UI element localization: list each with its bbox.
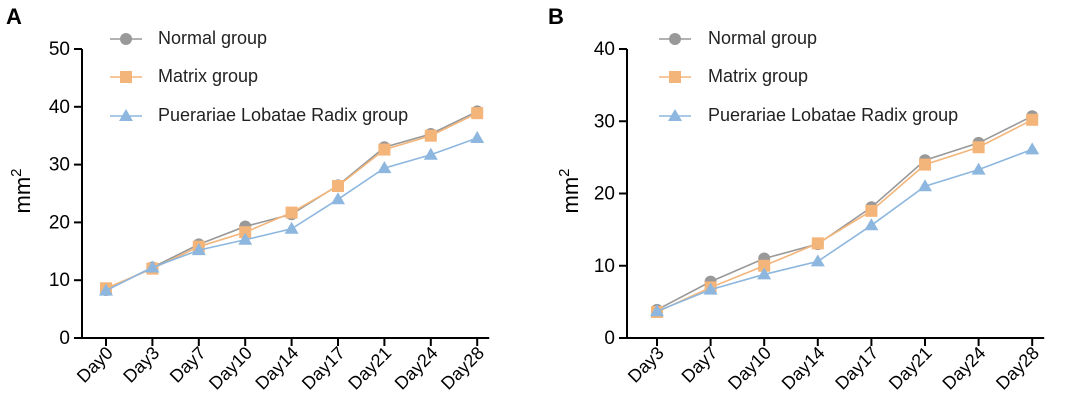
data-point [758,259,771,272]
data-point [703,282,718,295]
legend-marker [120,71,132,83]
data-point [239,226,252,239]
y-tick-label: 10 [49,270,70,291]
x-tick-label: Day10 [205,343,256,394]
y-tick-label: 0 [59,328,70,349]
y-axis-label: mm2 [556,169,583,214]
legend-label: Matrix group [708,66,808,86]
legend-item: Matrix group [110,66,258,86]
data-point [332,179,344,192]
legend-label: Normal group [158,28,267,48]
y-tick-label: 20 [49,212,70,233]
legend-label: Puerariae Lobatae Radix group [708,105,958,125]
data-point [919,158,931,171]
x-tick-label: Day28 [992,343,1043,394]
y-tick-label: 10 [594,256,615,277]
data-point [470,131,485,144]
panel-label: B [548,4,564,29]
y-tick-label: 20 [594,184,615,205]
series-line [656,119,1033,313]
data-point [864,218,879,231]
x-tick-label: Day21 [344,343,395,394]
x-tick-label: Day14 [778,343,829,394]
x-tick-label: Day28 [437,343,488,394]
data-point [331,192,345,205]
x-tick-label: Day3 [119,343,163,387]
data-point [238,232,253,245]
data-point [377,161,392,174]
data-point [145,260,160,273]
x-tick-label: Day21 [885,343,936,394]
panel-label: A [6,4,22,29]
x-tick-label: Day17 [831,343,882,394]
x-tick-label: Day0 [73,343,117,387]
legend-item: Puerariae Lobatae Radix group [110,105,408,125]
legend-marker [669,33,681,45]
series-triangle [99,131,485,296]
data-point [650,304,664,317]
data-point [1026,113,1039,126]
data-point [284,221,299,234]
legend-label: Puerariae Lobatae Radix group [158,105,408,125]
data-point [918,179,932,192]
data-point [99,283,113,296]
data-point [471,107,484,120]
legend-marker [668,109,682,121]
series-triangle [650,142,1040,317]
x-tick-label: Day24 [938,343,989,394]
x-tick-label: Day14 [251,343,302,394]
y-tick-label: 40 [594,39,615,60]
legend-label: Normal group [708,28,817,48]
y-tick-label: 30 [49,155,70,176]
x-tick-label: Day7 [166,343,210,387]
data-point [423,147,438,160]
legend-label: Matrix group [158,66,258,86]
x-tick-label: Day17 [298,343,349,394]
series-line [656,148,1033,313]
legend-item: Matrix group [659,66,808,86]
legend-item: Normal group [110,28,267,48]
y-tick-label: 0 [604,328,615,349]
legend-marker [120,33,132,45]
data-point [757,267,772,280]
data-point [1025,142,1040,155]
legend-marker [669,71,681,83]
data-point [424,129,437,142]
data-point [971,162,986,175]
series-line [656,115,1033,311]
data-point [191,243,206,256]
y-tick-label: 40 [49,97,70,118]
data-point [285,206,298,219]
x-tick-label: Day7 [678,343,722,387]
x-tick-label: Day3 [624,343,668,387]
data-point [378,143,391,156]
legend-item: Puerariae Lobatae Radix group [659,105,958,125]
y-tick-label: 30 [594,111,615,132]
data-point [865,204,878,217]
data-point [972,141,985,154]
y-tick-label: 50 [49,39,70,60]
data-point [811,237,824,250]
x-tick-label: Day10 [724,343,775,394]
legend-marker [119,109,133,121]
x-tick-label: Day24 [391,343,442,394]
legend-item: Normal group [659,28,817,48]
data-point [810,254,825,267]
y-axis-label: mm2 [8,169,35,214]
